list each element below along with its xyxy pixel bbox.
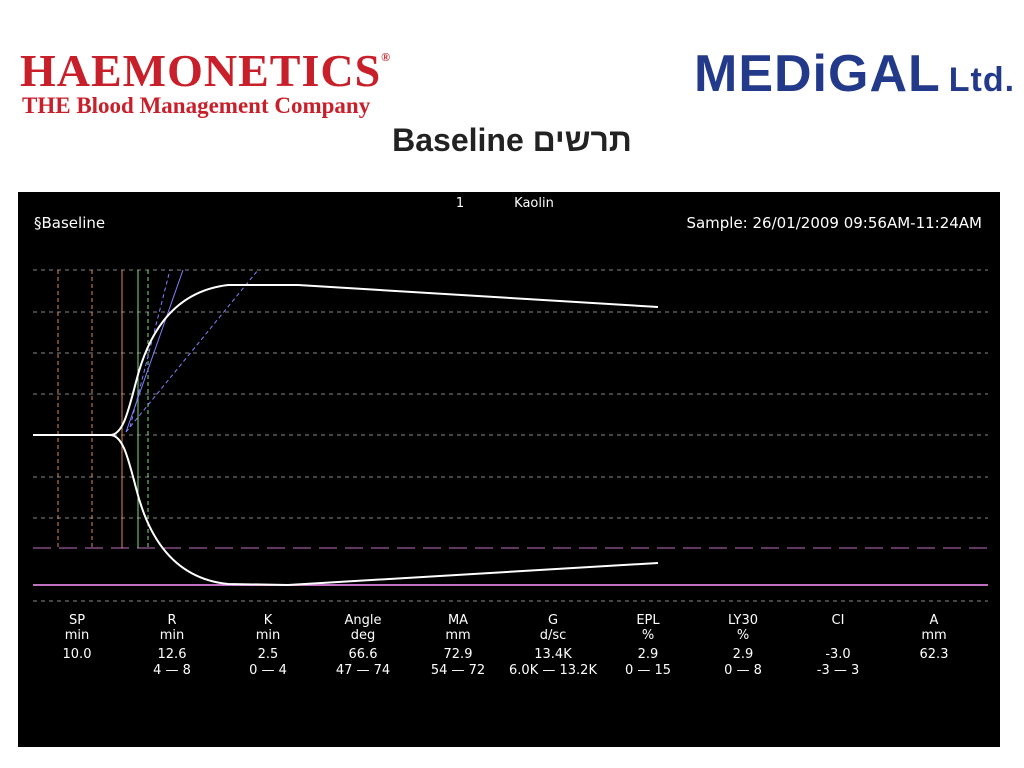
screen-bg <box>18 192 1000 747</box>
markers <box>57 269 259 548</box>
brand-suffix: Ltd. <box>948 61 1016 99</box>
param-value: -3.0 <box>825 647 850 662</box>
param-range: 4 — 8 <box>153 663 191 678</box>
param-name: SP <box>69 613 85 628</box>
param-name: K <box>264 613 273 628</box>
brand: HAEMONETICS <box>20 45 382 96</box>
param-value: 12.6 <box>158 647 187 662</box>
param-range: 54 — 72 <box>431 663 485 678</box>
param-range: 0 — 15 <box>625 663 671 678</box>
param-unit: deg <box>351 628 376 643</box>
param-value: 72.9 <box>444 647 473 662</box>
param-range: -3 — 3 <box>817 663 860 678</box>
param-range: 6.0K — 13.2K <box>509 663 597 678</box>
param-name: EPL <box>636 613 660 628</box>
channel: 1 <box>456 196 464 211</box>
param-unit: % <box>737 628 749 643</box>
trace-upper <box>33 284 659 436</box>
param-name: Angle <box>345 613 382 628</box>
param-unit: % <box>642 628 654 643</box>
param-value: 62.3 <box>920 647 949 662</box>
param-unit: d/sc <box>540 628 567 643</box>
trace-name: §Baseline <box>34 214 105 232</box>
param-name: A <box>930 613 939 628</box>
param-value: 2.9 <box>638 647 659 662</box>
reagent: Kaolin <box>514 196 554 211</box>
param-name: MA <box>448 613 468 628</box>
tagline: THE Blood Management Company <box>22 93 371 118</box>
param-name: LY30 <box>728 613 758 628</box>
param-unit: min <box>256 628 281 643</box>
trademark: ® <box>381 50 392 64</box>
param-name: G <box>548 613 558 628</box>
param-unit: mm <box>445 628 470 643</box>
param-unit: min <box>65 628 90 643</box>
param-value: 10.0 <box>63 647 92 662</box>
param-unit: mm <box>921 628 946 643</box>
param-value: 66.6 <box>349 647 378 662</box>
logo-medigal: MEDiGAL Ltd. <box>694 44 1015 104</box>
trace-lower <box>109 434 659 587</box>
param-value: 13.4K <box>534 647 572 662</box>
param-name: CI <box>832 613 845 628</box>
grid <box>33 269 988 602</box>
param-value: 2.5 <box>258 647 279 662</box>
param-range: 0 — 8 <box>724 663 762 678</box>
sample-time: Sample: 26/01/2009 09:56AM-11:24AM <box>686 214 982 232</box>
brand: MEDiGAL <box>694 45 941 103</box>
param-value: 2.9 <box>733 647 754 662</box>
teg-screen: 1 Kaolin §Baseline Sample: 26/01/2009 09… <box>18 192 1000 747</box>
param-unit: min <box>160 628 185 643</box>
param-range: 47 — 74 <box>336 663 390 678</box>
param-range: 0 — 4 <box>249 663 287 678</box>
logo-haemonetics: HAEMONETICS® <box>20 44 391 97</box>
param-name: R <box>167 613 176 628</box>
slide-title: תרשים Baseline <box>392 122 632 158</box>
